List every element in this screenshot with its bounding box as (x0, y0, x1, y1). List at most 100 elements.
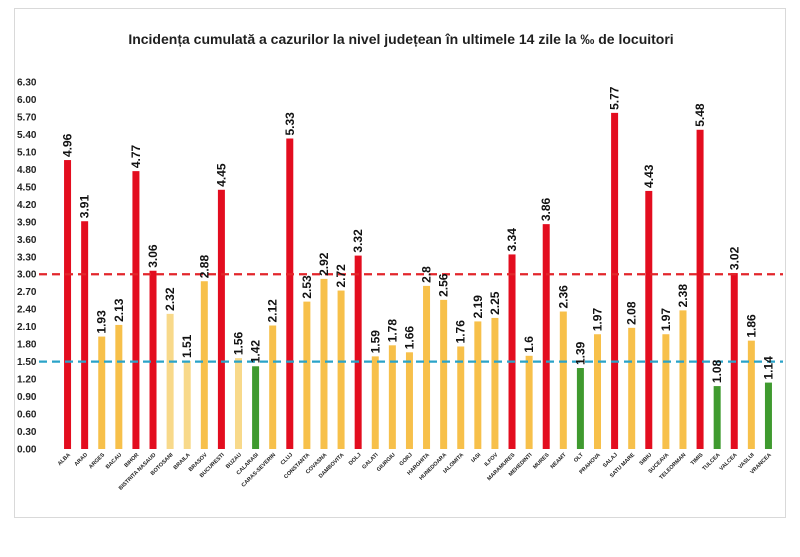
data-label: 3.86 (539, 197, 553, 221)
bar (286, 138, 294, 449)
x-tick-label: ALBA (57, 452, 72, 467)
data-label: 4.43 (642, 164, 656, 188)
y-tick-label: 2.70 (17, 287, 37, 298)
bar (491, 317, 499, 449)
bar (149, 270, 157, 449)
x-tick-label: BACAU (105, 452, 123, 470)
y-tick-label: 5.70 (17, 112, 37, 123)
bar (457, 346, 465, 449)
x-tick-label: VALCEA (719, 452, 739, 472)
data-label: 4.96 (61, 133, 75, 157)
y-tick-label: 0.90 (17, 392, 37, 403)
data-label: 3.34 (505, 228, 519, 252)
y-tick-label: 6.30 (17, 78, 37, 89)
data-label: 2.56 (437, 273, 451, 297)
data-label: 1.76 (454, 320, 468, 344)
data-label: 5.33 (283, 112, 297, 136)
bar (628, 327, 636, 449)
bar (679, 310, 687, 449)
data-label: 3.91 (78, 195, 92, 219)
bar (166, 313, 174, 449)
bar (235, 358, 242, 449)
y-tick-label: 1.80 (17, 340, 37, 351)
x-tick-label: MURES (532, 452, 551, 471)
x-tick-label: SIBIU (639, 452, 654, 467)
data-label: 2.8 (420, 266, 434, 283)
data-label: 1.97 (591, 308, 605, 332)
x-tick-label: CLUJ (280, 452, 294, 466)
bar (662, 334, 670, 449)
x-tick-label: OLT (573, 452, 585, 464)
data-label: 1.6 (522, 336, 536, 353)
data-label: 1.59 (368, 330, 382, 354)
data-label: 2.53 (300, 275, 314, 299)
data-label: 1.51 (180, 334, 194, 358)
y-axis: 0.00 0.30 0.60 0.90 1.20 1.50 1.80 2.10 2.40 2.70… (17, 78, 37, 456)
bar (764, 382, 772, 449)
bar (115, 324, 123, 449)
bar (713, 386, 721, 449)
bar (303, 301, 311, 449)
bar (371, 356, 379, 449)
data-label: 1.56 (232, 331, 246, 355)
y-tick-label: 3.90 (17, 217, 37, 228)
bar (388, 345, 396, 449)
y-tick-label: 0.00 (17, 445, 37, 456)
bar (696, 129, 704, 449)
data-label: 4.77 (129, 144, 143, 168)
x-tick-label: DOLJ (348, 452, 363, 467)
data-label: 3.02 (727, 246, 741, 270)
data-label: 1.66 (402, 326, 416, 350)
y-tick-label: 5.40 (17, 130, 37, 141)
x-tick-label: TULCEA (702, 452, 722, 472)
chart: Incidența cumulată a cazurilor la nivel … (17, 31, 783, 492)
data-label: 3.32 (351, 229, 365, 253)
x-tick-label: TIMIS (690, 452, 705, 467)
y-tick-label: 2.40 (17, 305, 37, 316)
bar (525, 355, 533, 449)
bar (594, 334, 601, 449)
bar (440, 299, 448, 449)
data-labels: 4.96 3.91 1.93 2.13 4.77 3.06 2.32 1.51 2.88 4.45… (61, 86, 776, 383)
data-label: 2.25 (488, 291, 502, 315)
data-label: 1.86 (744, 314, 758, 338)
y-tick-label: 4.80 (17, 165, 37, 176)
x-tick-label: GORJ (399, 452, 414, 467)
data-label: 2.36 (556, 285, 570, 309)
y-tick-label: 4.20 (17, 200, 37, 211)
y-tick-label: 1.20 (17, 375, 37, 386)
data-label: 2.72 (334, 264, 348, 288)
data-label: 5.77 (608, 86, 622, 110)
data-label: 2.19 (471, 295, 485, 319)
bar (200, 281, 208, 449)
data-label: 2.88 (197, 255, 211, 279)
data-label: 5.48 (693, 103, 707, 127)
data-label: 1.39 (573, 341, 587, 365)
reference-lines (39, 273, 783, 363)
bar (81, 221, 89, 449)
bar (611, 112, 619, 449)
data-label: 1.08 (710, 359, 724, 383)
bar (98, 336, 106, 449)
bar (64, 160, 72, 450)
y-tick-label: 2.10 (17, 322, 37, 333)
bar (645, 190, 653, 449)
y-tick-label: 0.60 (17, 410, 37, 421)
x-tick-label: NEAMT (550, 452, 569, 471)
bar (542, 224, 550, 449)
data-label: 3.06 (146, 244, 160, 268)
y-tick-label: 4.50 (17, 182, 37, 193)
x-tick-label: GIURGIU (376, 452, 397, 473)
y-tick-label: 3.00 (17, 270, 37, 281)
data-label: 2.08 (625, 301, 639, 325)
bar (337, 290, 345, 449)
bar (508, 254, 516, 449)
bar (217, 189, 225, 449)
bar (747, 340, 755, 449)
bar (559, 311, 567, 449)
x-tick-label: CARAS-SEVERIN (241, 452, 277, 488)
chart-title: Incidența cumulată a cazurilor la nivel … (128, 31, 673, 47)
data-label: 1.78 (385, 319, 399, 343)
data-label: 2.38 (676, 284, 690, 308)
